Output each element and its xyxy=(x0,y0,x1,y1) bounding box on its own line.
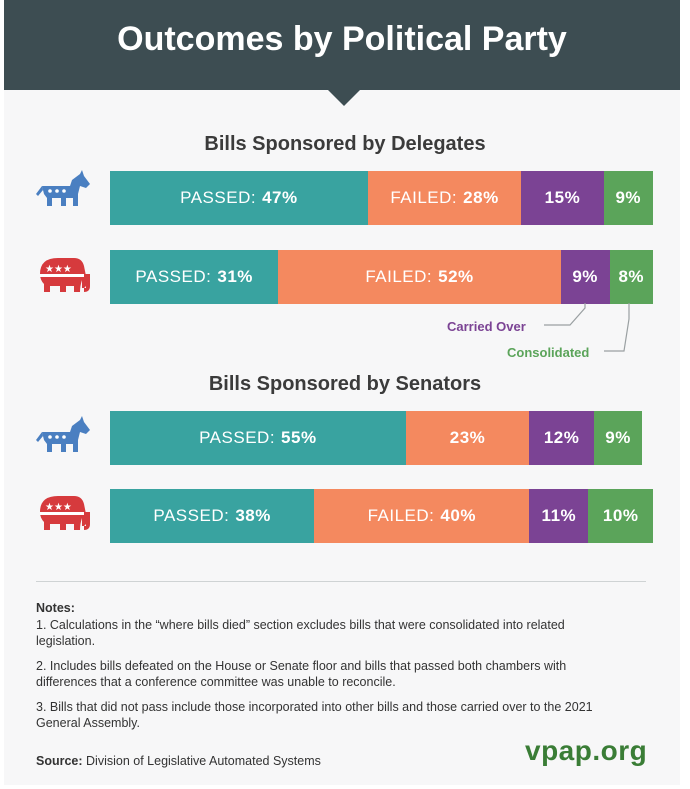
bar-delegates-democrat: PASSED: 47% FAILED: 28% 15% 9% xyxy=(110,171,653,225)
notes-heading: Notes: xyxy=(36,601,75,615)
segment-carried-over: 11% xyxy=(529,489,589,543)
segment-value: 52% xyxy=(438,267,474,286)
segment-failed: FAILED: 40% xyxy=(314,489,530,543)
bar-senators-republican: PASSED: 38% FAILED: 40% 11% 10% xyxy=(110,489,653,543)
segment-value: 31% xyxy=(217,267,253,286)
chart-title-delegates: Bills Sponsored by Delegates xyxy=(204,133,486,155)
segment-carried-over: 12% xyxy=(529,411,594,465)
segment-consolidated: 10% xyxy=(588,489,653,543)
header-notch xyxy=(326,88,362,106)
segment-value: 28% xyxy=(463,188,499,207)
page-title: Outcomes by Political Party xyxy=(117,20,567,58)
note-item: 3. Bills that did not pass include those… xyxy=(36,700,593,730)
segment-carried-over: 9% xyxy=(560,250,610,304)
segment-passed: PASSED: 31% xyxy=(110,250,279,304)
segment-consolidated: 9% xyxy=(593,411,643,465)
segment-value: 55% xyxy=(281,428,317,447)
annotation-consolidated: Consolidated xyxy=(507,345,590,360)
chart-title-senators: Bills Sponsored by Senators xyxy=(208,373,482,395)
notes-divider xyxy=(36,581,646,582)
source-line: Source: Division of Legislative Automate… xyxy=(36,754,321,768)
svg-text:★★★: ★★★ xyxy=(45,502,72,513)
segment-carried-over: 15% xyxy=(521,171,604,225)
header-banner: Outcomes by Political Party xyxy=(4,0,680,90)
source-label: Source: xyxy=(36,754,83,768)
annotation-carried-over: Carried Over xyxy=(447,319,526,334)
page-background xyxy=(4,0,680,785)
notes-section: Notes: 1. Calculations in the “where bil… xyxy=(36,600,626,740)
republican-elephant-icon: ★★★ xyxy=(40,258,90,292)
segment-passed: PASSED: 38% xyxy=(110,489,315,543)
segment-consolidated: 9% xyxy=(603,171,653,225)
note-item: 1. Calculations in the “where bills died… xyxy=(36,618,565,648)
segment-value: 47% xyxy=(262,188,298,207)
source-text: Division of Legislative Automated System… xyxy=(86,754,321,768)
segment-passed: PASSED: 55% xyxy=(110,411,406,465)
bar-delegates-republican: PASSED: 31% FAILED: 52% 9% 8% xyxy=(110,250,653,304)
segment-value: 40% xyxy=(440,506,476,525)
republican-elephant-icon: ★★★ xyxy=(40,496,90,530)
segment-consolidated: 8% xyxy=(609,250,653,304)
segment-failed: FAILED: 52% xyxy=(278,250,561,304)
vpap-logo: vpap.org xyxy=(525,735,648,766)
democrat-donkey-icon xyxy=(36,170,90,206)
note-item: 2. Includes bills defeated on the House … xyxy=(36,659,567,689)
bar-senators-democrat: PASSED: 55% 23% 12% 9% xyxy=(110,411,653,465)
segment-failed: FAILED: 28% xyxy=(367,171,522,225)
democrat-donkey-icon xyxy=(36,416,90,452)
svg-text:★★★: ★★★ xyxy=(45,264,72,275)
segment-passed: PASSED: 47% xyxy=(110,171,368,225)
annotation-leader-lines xyxy=(544,303,630,352)
segment-failed: 23% xyxy=(405,411,530,465)
segment-value: 38% xyxy=(235,506,271,525)
